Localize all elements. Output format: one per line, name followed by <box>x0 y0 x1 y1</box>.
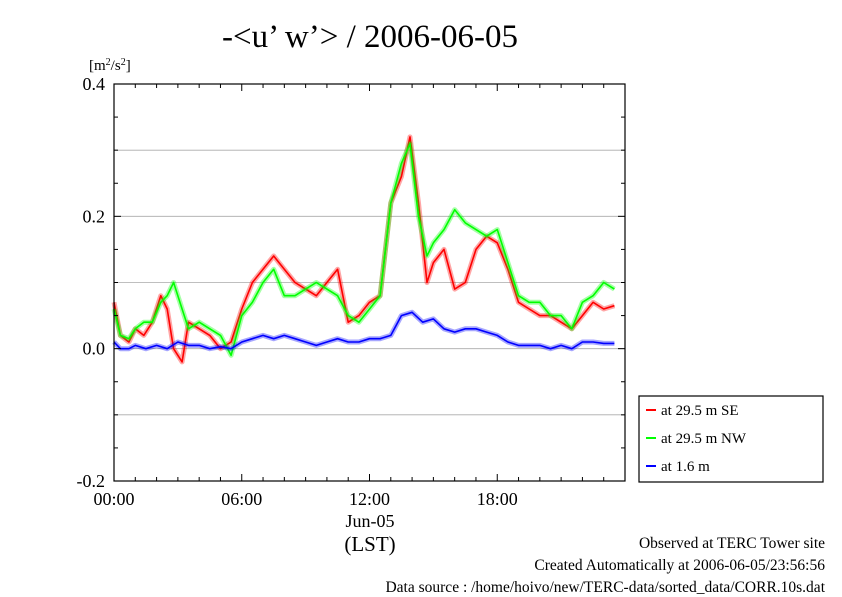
y-tick-label: -0.2 <box>77 471 106 491</box>
y-tick-label: 0.0 <box>83 339 106 359</box>
x-tick-label: 18:00 <box>477 489 518 509</box>
y-axis-unit-label: [m2/s2] <box>89 57 131 74</box>
legend-box <box>638 395 824 483</box>
series-line <box>113 142 615 357</box>
x-tick-label: 12:00 <box>349 489 390 509</box>
y-tick-label: 0.4 <box>83 74 106 94</box>
axis-ticks: 00:00 06:00 12:00 18:00 -0.2 0.0 0.2 0.4 <box>77 74 626 509</box>
footer-created: Created Automatically at 2006-06-05/23:5… <box>534 557 825 574</box>
y-tick-label: 0.2 <box>83 206 106 226</box>
x-tick-label: 06:00 <box>221 489 262 509</box>
legend-label: at 29.5 m NW <box>661 431 747 447</box>
footer-data-source: Data source : /home/hoivo/new/TERC-data/… <box>385 579 825 596</box>
legend-label: at 1.6 m <box>661 459 710 475</box>
series-line-halo <box>111 141 616 358</box>
legend: at 29.5 m SE at 29.5 m NW at 1.6 m <box>638 395 824 483</box>
x-axis-date-label: Jun-05 <box>346 511 395 531</box>
grid-lines <box>114 149 625 416</box>
chart-title: -<u’ w’> / 2006-06-05 <box>222 19 518 55</box>
series-line <box>113 311 615 350</box>
x-axis-label: (LST) <box>344 532 395 556</box>
x-tick-label: 00:00 <box>93 489 134 509</box>
series-lines <box>111 134 616 365</box>
footer-site: Observed at TERC Tower site <box>638 535 825 552</box>
legend-label: at 29.5 m SE <box>661 403 739 419</box>
